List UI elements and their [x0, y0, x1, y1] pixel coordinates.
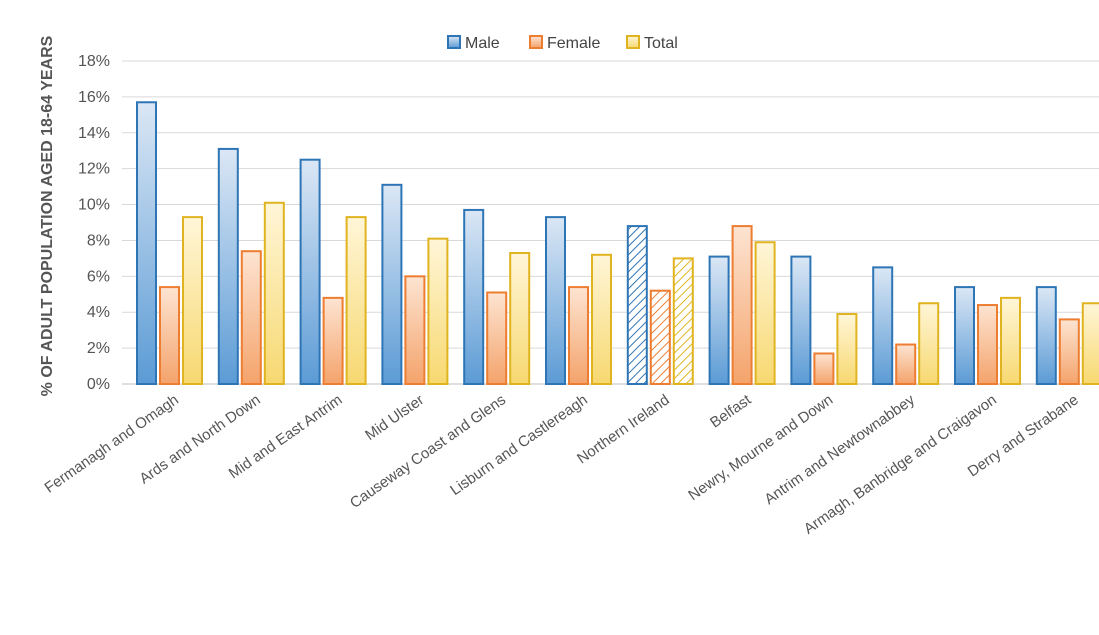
bar-male	[217, 147, 239, 385]
bar-female	[240, 250, 262, 385]
y-tick-label: 8%	[87, 232, 110, 249]
bar-male	[299, 158, 321, 385]
bar-total	[427, 237, 449, 385]
bar-total	[672, 257, 694, 385]
bar-female	[813, 352, 835, 386]
y-tick-label: 2%	[87, 340, 110, 357]
y-tick-label: 6%	[87, 268, 110, 285]
x-tick-label: Newry, Mourne and Down	[685, 391, 836, 504]
y-tick-label: 0%	[87, 376, 110, 393]
y-tick-label: 12%	[78, 161, 110, 178]
bar-female	[1058, 318, 1080, 385]
bar-male	[954, 286, 975, 386]
legend-swatch-male	[447, 35, 461, 49]
bar-total	[1081, 302, 1099, 385]
bar-male	[1035, 286, 1057, 386]
bar-total	[754, 241, 776, 385]
legend-label-female: Female	[547, 35, 600, 52]
bar-total	[345, 216, 367, 385]
gridlines	[122, 60, 1099, 385]
y-tick-label: 10%	[78, 197, 110, 214]
x-tick-label: Mid Ulster	[362, 391, 427, 444]
bar-total	[182, 216, 203, 385]
bar-total	[918, 302, 940, 385]
bar-female	[649, 289, 671, 386]
legend-swatch-female	[529, 35, 543, 49]
y-tick-label: 4%	[87, 304, 110, 321]
legend: Male Female Total	[447, 35, 678, 52]
bar-total	[1000, 296, 1021, 385]
bar-female	[731, 225, 753, 385]
bar-total	[836, 313, 858, 385]
bar-male	[136, 101, 157, 386]
bar-male	[708, 255, 730, 386]
bar-total	[591, 253, 612, 385]
y-tick-label: 16%	[78, 89, 110, 106]
x-tick-label: Lisburn and Castlereagh	[447, 391, 591, 499]
x-tick-label: Belfast	[707, 391, 755, 432]
y-tick-label: 18%	[78, 53, 110, 70]
bar-female	[159, 286, 180, 386]
x-tick-label: Antrim and Newtownabbey	[761, 391, 918, 508]
x-tick-label: Fermanagh and Omagh	[42, 391, 182, 496]
x-tick-label: Causeway Coast and Glens	[347, 391, 509, 512]
bars	[136, 101, 1099, 386]
bar-male	[626, 225, 648, 385]
bar-male	[790, 255, 812, 386]
y-axis-title: % OF ADULT POPULATION AGED 18-64 YEARS	[39, 35, 56, 396]
bar-total	[509, 252, 531, 385]
bar-female	[895, 343, 917, 385]
bar-female	[322, 296, 344, 385]
bar-total	[263, 201, 285, 385]
bar-female	[404, 275, 426, 386]
y-tick-label: 14%	[78, 125, 110, 142]
bar-female	[486, 291, 508, 386]
legend-label-male: Male	[465, 35, 500, 52]
bar-female	[568, 286, 589, 386]
y-axis-ticks: 0% 2% 4% 6% 8% 10% 12% 14% 16% 18%	[78, 53, 110, 393]
bar-male	[463, 208, 485, 385]
bar-male	[872, 266, 894, 385]
legend-swatch-total	[626, 35, 640, 49]
bar-female	[977, 304, 998, 385]
legend-label-total: Total	[644, 35, 678, 52]
bar-male	[545, 216, 566, 385]
bar-male	[381, 183, 403, 385]
